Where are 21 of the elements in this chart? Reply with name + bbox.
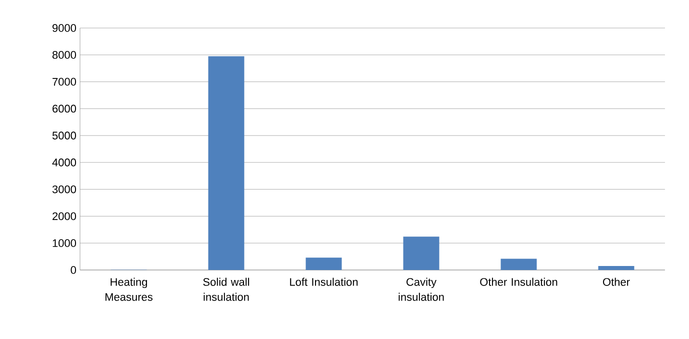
y-tick-label: 7000 (52, 78, 76, 86)
bar (500, 258, 537, 270)
y-tick-label: 1000 (52, 239, 76, 247)
bar (403, 236, 440, 270)
x-tick-label: Other (603, 278, 630, 286)
x-tick-label: Other Insulation (480, 278, 558, 286)
y-tick-label: 8000 (52, 51, 76, 59)
y-tick-label: 9000 (52, 24, 76, 32)
y-tick-label: 6000 (52, 104, 76, 113)
x-tick-label: Cavity insulation (398, 278, 444, 301)
x-tick-label: Solid wall insulation (203, 278, 250, 301)
bar (598, 266, 634, 270)
y-tick-label: 0 (70, 266, 76, 274)
x-tick-label: Loft Insulation (290, 278, 358, 286)
bar (208, 56, 244, 270)
y-tick-label: 2000 (52, 212, 76, 220)
y-tick-label: 3000 (52, 185, 76, 194)
bar (306, 258, 342, 270)
x-tick-label: Heating Measures (106, 278, 152, 301)
y-tick-label: 5000 (52, 132, 76, 140)
y-tick-label: 4000 (52, 158, 76, 166)
